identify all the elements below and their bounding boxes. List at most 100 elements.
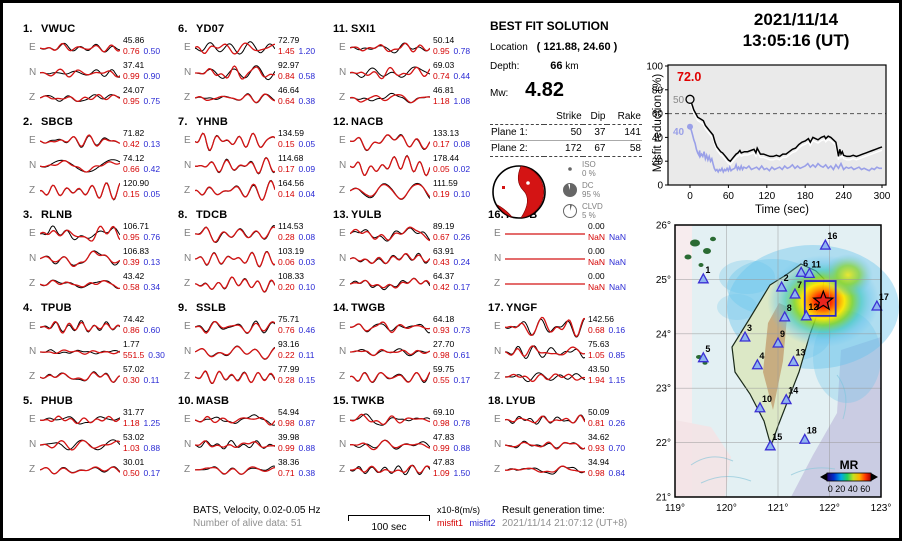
islet [684, 254, 692, 260]
channel-label: N [29, 160, 37, 171]
misfit2-value: 0.11 [143, 375, 160, 385]
misfit1-value: 0.17 [278, 164, 295, 174]
waveform-VWUC-N [40, 68, 120, 78]
misfit2-value: 0.34 [143, 282, 161, 292]
mw-value: 4.82 [525, 79, 565, 101]
misfit1-value: 0.14 [278, 189, 295, 199]
station-name: YNGF [506, 302, 538, 314]
scalebar-label: 100 sec [371, 522, 407, 533]
misfit1-value: 1.94 [588, 375, 605, 385]
peak-amplitude: 46.81 [433, 85, 455, 95]
component-pct: 95 % [582, 190, 601, 199]
channel-label: E [184, 135, 191, 146]
misfit1-value: 0.95 [123, 96, 140, 106]
channel-row-N: N 74.12 0.66 0.42 [23, 153, 175, 178]
misfit-start-label-gray: 50 [673, 95, 685, 106]
waveform-SBCB-Z [40, 182, 120, 201]
peak-amplitude: 39.98 [278, 432, 300, 442]
channel-label: E [29, 228, 36, 239]
peak-amplitude: 77.99 [278, 364, 300, 374]
component-CLVD: CLVD 5 % [562, 201, 603, 221]
colorbar-ticks: 0 20 40 60 [828, 484, 871, 494]
waveform-RLNB-Z [40, 279, 120, 290]
channel-values: 72.79 1.45 1.20 [278, 35, 315, 56]
misfit2-value: 0.17 [453, 375, 471, 385]
misfit2-value: 0.09 [298, 164, 316, 174]
misfit2-value: 0.84 [608, 468, 626, 478]
mr-low-blob [719, 260, 775, 294]
plane-strike: 50 [544, 124, 583, 141]
station-number: 1. [23, 23, 33, 35]
component-pie-icon [563, 183, 577, 197]
channel-row-E: E 89.19 0.67 0.26 [333, 221, 485, 246]
islet [690, 239, 700, 247]
channel-label: N [494, 439, 502, 450]
channel-label: E [339, 135, 346, 146]
lat-tick: 26° [656, 221, 671, 232]
station-block-YD07: 6. YD07 E 72.79 1.45 1.20 N 92.97 0.84 0.58 Z 46.64… [178, 23, 330, 115]
mechanism-row: ISO 0 % DC 95 % CLVD 5 % [490, 160, 648, 222]
misfit1-value: 0.86 [123, 325, 140, 335]
component-DC: DC 95 % [562, 180, 603, 200]
waveform-YHNB-N [195, 156, 275, 175]
peak-amplitude: 30.01 [123, 457, 145, 467]
channel-row-E: E 142.56 0.68 0.16 [488, 314, 640, 339]
channel-row-Z: Z 46.81 1.18 1.08 [333, 85, 485, 110]
channel-row-N: N 53.02 1.03 0.88 [23, 432, 175, 457]
waveform-TWGB-Z [350, 371, 430, 384]
colorbar-title: MR [840, 458, 859, 472]
channel-row-Z: Z 24.07 0.95 0.75 [23, 85, 175, 110]
channel-label: E [339, 42, 346, 53]
channel-label: N [184, 160, 192, 171]
peak-amplitude: 47.83 [433, 432, 455, 442]
channel-row-E: E 72.79 1.45 1.20 [178, 35, 330, 60]
station-block-TDCB: 8. TDCB E 114.53 0.28 0.08 N 103.19 0.06 0.03 Z 108… [178, 209, 330, 301]
component-ISO: ISO 0 % [562, 159, 603, 179]
misfit1-value: 0.15 [123, 189, 140, 199]
station-block-MASB: 10. MASB E 54.94 0.98 0.87 N 39.98 0.99 0.88 Z 38.3… [178, 395, 330, 487]
station-number: 18. [488, 395, 504, 407]
depth-value: 66 [550, 60, 563, 72]
channel-row-E: E 64.18 0.93 0.73 [333, 314, 485, 339]
channel-label: E [339, 321, 346, 332]
misfit1-value: 0.15 [278, 139, 295, 149]
waveform-PCYB-E [505, 233, 585, 235]
event-time: 13:05:16 (UT) [742, 31, 850, 50]
peak-amplitude: 24.07 [123, 85, 145, 95]
lat-tick: 22° [656, 438, 671, 449]
misfit-start-label-purple: 40 [673, 127, 685, 138]
station-title: 14. TWGB [333, 302, 485, 314]
channel-values: 120.90 0.15 0.05 [123, 178, 160, 199]
misfit1-value: 0.76 [278, 325, 295, 335]
channel-values: 0.00 NaN NaN [588, 246, 626, 267]
channel-row-E: E 133.13 0.17 0.08 [333, 128, 485, 153]
station-name: RLNB [41, 209, 73, 221]
station-block-PHUB: 5. PHUB E 31.77 1.18 1.25 N 53.02 1.03 0.88 Z 30.01… [23, 395, 175, 487]
misfit1-value: 0.93 [588, 443, 605, 453]
misfit2-value: NaN [609, 232, 627, 242]
svg-text:100: 100 [646, 62, 663, 73]
channel-row-Z: Z 57.02 0.30 0.11 [23, 364, 175, 389]
misfit1-value: 0.39 [123, 257, 140, 267]
misfit1-value: 551.5 [123, 350, 145, 360]
mw-row: Mw: 4.82 [490, 79, 648, 102]
peak-amplitude: 106.83 [123, 246, 149, 256]
waveform-TDCB-N [195, 250, 275, 268]
station-title: 13. YULB [333, 209, 485, 221]
misfit2-value: 0.15 [298, 375, 316, 385]
station-block-SSLB: 9. SSLB E 75.71 0.76 0.46 N 93.16 0.22 0.11 Z 77.99… [178, 302, 330, 394]
misfit2-value: 0.02 [453, 164, 471, 174]
misfit2-value: 1.08 [453, 96, 471, 106]
misfit2-value: 0.11 [298, 350, 315, 360]
plane-label: Plane 2: [490, 140, 545, 157]
channel-row-E: E 114.53 0.28 0.08 [178, 221, 330, 246]
misfit2-value: 1.15 [608, 375, 626, 385]
map-station-num: 5 [705, 344, 710, 354]
misfit1-value: 0.64 [278, 96, 295, 106]
lon-tick: 123° [871, 503, 892, 514]
misfit2-value: 0.08 [453, 139, 471, 149]
peak-amplitude: 164.56 [278, 178, 304, 188]
peak-amplitude: 74.12 [123, 153, 145, 163]
station-number: 7. [178, 116, 188, 128]
misfit2-value: 0.88 [453, 443, 471, 453]
